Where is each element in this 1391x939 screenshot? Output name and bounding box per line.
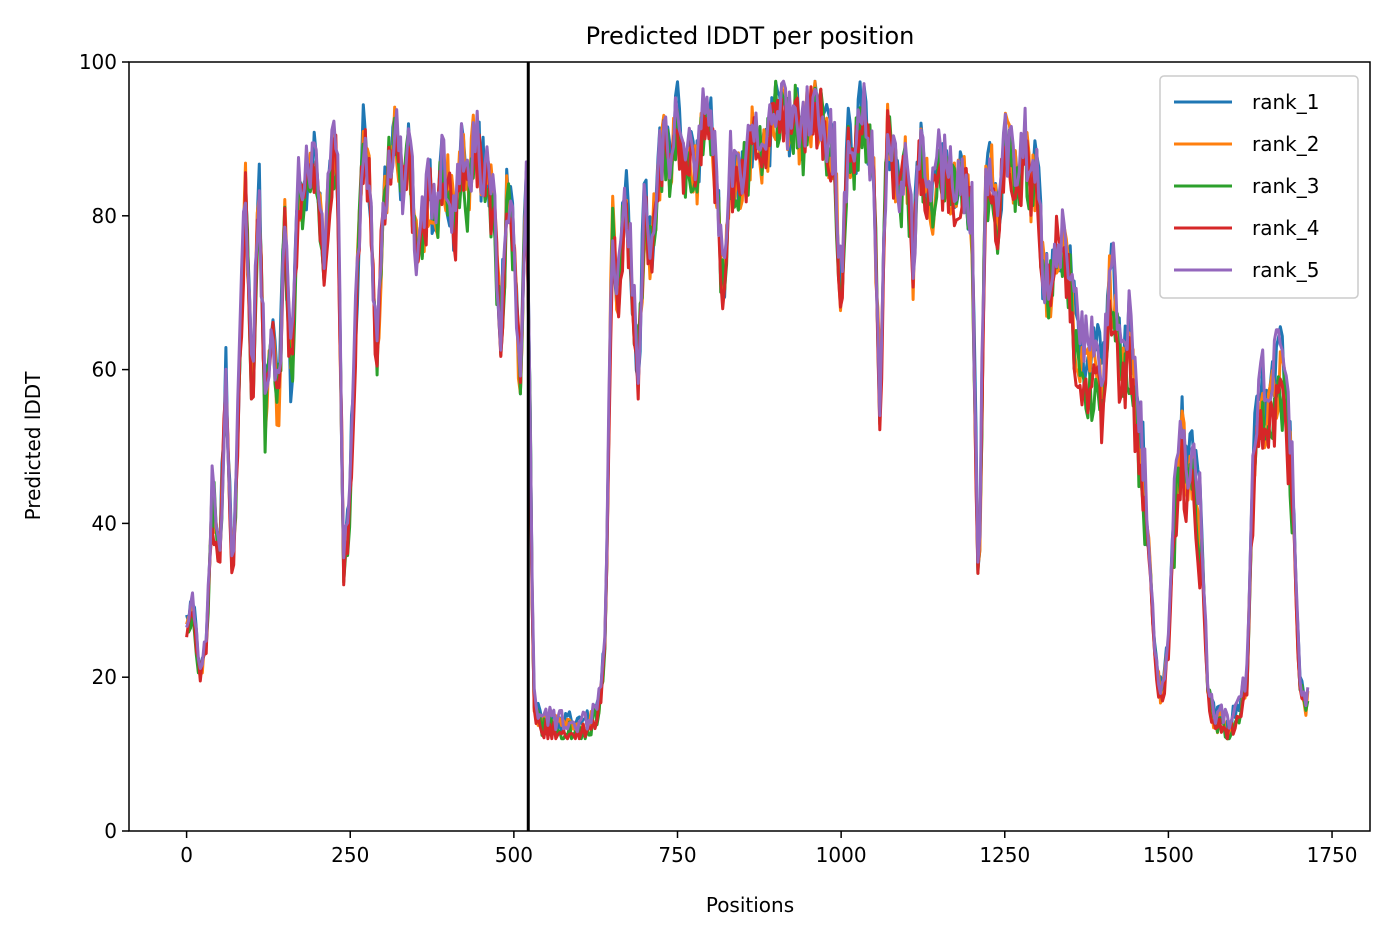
y-axis-ticks: 0 20 40 60 80 100 [79, 50, 129, 843]
y-tick-label: 100 [79, 50, 117, 74]
x-tick-label: 500 [495, 843, 533, 867]
legend-label-rank_2: rank_2 [1252, 132, 1319, 156]
y-tick-label: 0 [104, 819, 117, 843]
legend-label-rank_5: rank_5 [1252, 258, 1319, 282]
x-axis-label: Positions [706, 893, 794, 917]
y-tick-label: 20 [92, 665, 117, 689]
legend-box [1159, 75, 1359, 299]
y-tick-label: 60 [92, 358, 117, 382]
series-layer [185, 79, 1310, 741]
chart-title: Predicted lDDT per position [586, 22, 915, 50]
x-tick-label: 0 [180, 843, 193, 867]
x-tick-label: 750 [658, 843, 696, 867]
plot-frame [128, 61, 1371, 832]
legend-label-rank_3: rank_3 [1252, 174, 1319, 198]
x-tick-label: 1000 [816, 843, 867, 867]
legend-label-rank_4: rank_4 [1252, 216, 1319, 240]
x-tick-label: 1500 [1143, 843, 1194, 867]
series-line-rank_5 [185, 79, 1310, 734]
x-axis-ticks: 0 250 500 750 1000 1250 1500 1750 [180, 831, 1357, 867]
x-tick-label: 1750 [1307, 843, 1358, 867]
y-tick-label: 80 [92, 204, 117, 228]
legend-label-rank_1: rank_1 [1252, 90, 1319, 114]
x-tick-label: 1250 [979, 843, 1030, 867]
y-tick-label: 40 [92, 511, 117, 535]
x-tick-label: 250 [331, 843, 369, 867]
legend: rank_1 rank_2 rank_3 rank_4 rank_5 [1159, 75, 1359, 299]
y-axis-label: Predicted lDDT [21, 371, 45, 521]
